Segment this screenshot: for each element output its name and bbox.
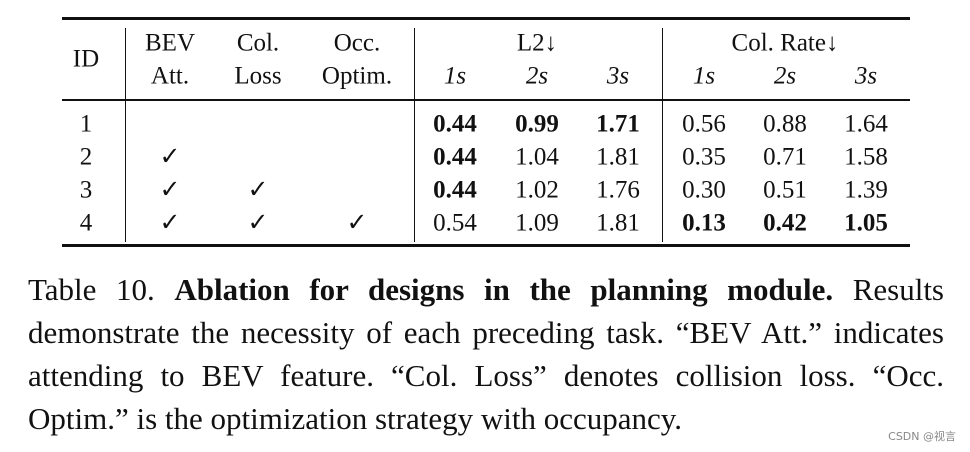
rule xyxy=(62,17,910,20)
caption-title: Ablation for designs in the planning mod… xyxy=(174,272,834,307)
column-header: BEV xyxy=(145,29,195,57)
table-cell: ✓ xyxy=(247,176,269,204)
table-cell: 1.02 xyxy=(515,176,559,204)
table-cell: 4 xyxy=(79,209,93,237)
table-cell: 0.51 xyxy=(763,176,807,204)
caption-label: Table 10. xyxy=(28,272,155,307)
table-cell: 0.44 xyxy=(433,143,477,171)
table-cell: 0.44 xyxy=(433,176,477,204)
sub-header: 1s xyxy=(692,62,716,90)
table-cell: ✓ xyxy=(247,209,269,237)
caption-body: Results demonstrate the necessity of eac… xyxy=(28,272,944,436)
group-header: L2↓ xyxy=(516,29,558,57)
rule xyxy=(414,28,416,242)
table-cell: 0.99 xyxy=(515,110,559,138)
table-cell: 1.71 xyxy=(596,110,640,138)
table-cell: ✓ xyxy=(159,209,181,237)
rule xyxy=(62,244,910,247)
caption: Table 10. Ablation for designs in the pl… xyxy=(28,268,944,440)
table-cell: 1 xyxy=(79,110,93,138)
table-cell: 0.88 xyxy=(763,110,807,138)
table-cell: 1.81 xyxy=(596,209,640,237)
table-cell: 0.56 xyxy=(682,110,726,138)
column-header: Col. xyxy=(236,29,280,57)
table-cell: 1.04 xyxy=(515,143,559,171)
sub-header: 3s xyxy=(854,62,878,90)
table-cell: ✓ xyxy=(159,143,181,171)
table-cell: 1.76 xyxy=(596,176,640,204)
table-cell: 1.09 xyxy=(515,209,559,237)
table-cell: 0.44 xyxy=(433,110,477,138)
table-cell: 0.54 xyxy=(433,209,477,237)
table-cell: ✓ xyxy=(159,176,181,204)
column-header: ID xyxy=(72,45,100,73)
table-cell: 0.13 xyxy=(682,209,726,237)
rule xyxy=(662,28,664,242)
column-header: Optim. xyxy=(321,62,393,90)
table-cell: 1.81 xyxy=(596,143,640,171)
table-cell: 0.71 xyxy=(763,143,807,171)
table-cell: ✓ xyxy=(346,209,368,237)
table-cell: 1.39 xyxy=(844,176,888,204)
sub-header: 2s xyxy=(525,62,549,90)
rule xyxy=(125,28,127,242)
column-header: Occ. xyxy=(333,29,381,57)
table-cell: 1.05 xyxy=(844,209,888,237)
table-cell: 1.64 xyxy=(844,110,888,138)
table-cell: 0.30 xyxy=(682,176,726,204)
sub-header: 2s xyxy=(773,62,797,90)
table-cell: 0.35 xyxy=(682,143,726,171)
table-cell: 1.58 xyxy=(844,143,888,171)
sub-header: 3s xyxy=(606,62,630,90)
column-header: Att. xyxy=(150,62,190,90)
group-header: Col. Rate↓ xyxy=(731,29,839,57)
sub-header: 1s xyxy=(443,62,467,90)
watermark: CSDN @视言 xyxy=(888,430,956,443)
table-cell: 0.42 xyxy=(763,209,807,237)
rule xyxy=(62,99,910,101)
column-header: Loss xyxy=(234,62,282,90)
table-cell: 2 xyxy=(79,143,93,171)
table-cell: 3 xyxy=(79,176,93,204)
